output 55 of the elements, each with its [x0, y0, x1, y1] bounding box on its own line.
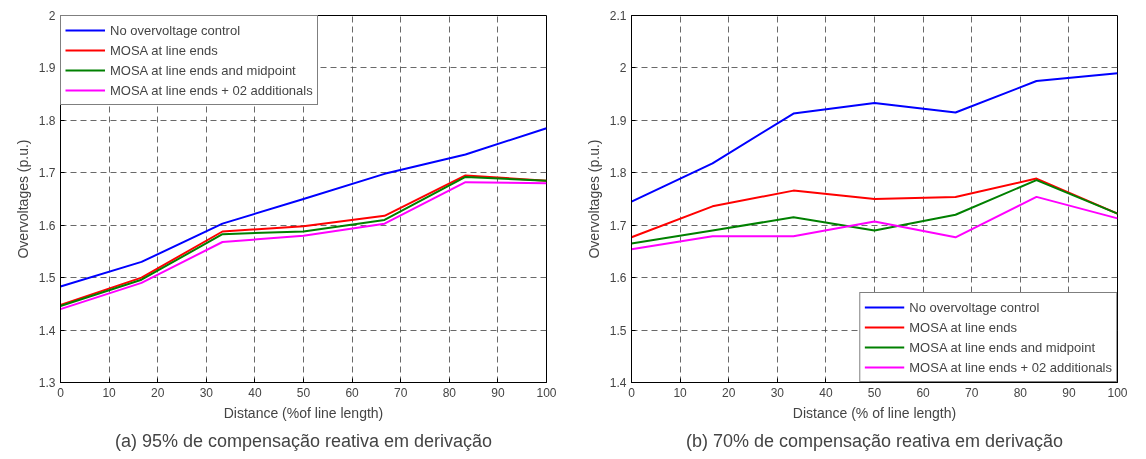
legend-label: No overvoltage control — [909, 299, 1040, 315]
x-tick-label: 90 — [491, 385, 505, 400]
y-tick-label: 1.9 — [38, 61, 56, 76]
x-tick-label: 20 — [151, 385, 165, 400]
x-tick-label: 0 — [57, 385, 65, 400]
x-tick-label: 50 — [296, 385, 311, 400]
x-tick-label: 10 — [673, 385, 688, 400]
y-tick-label: 1.7 — [609, 218, 627, 233]
legend-label: MOSA at line ends + 02 additionals — [909, 359, 1112, 375]
y-tick-label: 1.7 — [38, 166, 56, 181]
x-tick-label: 100 — [1107, 385, 1128, 400]
legend-label: No overvoltage control — [110, 22, 241, 38]
x-tick-label: 100 — [536, 385, 557, 400]
x-tick-label: 80 — [442, 385, 457, 400]
x-tick-label: 20 — [722, 385, 736, 400]
x-tick-label: 30 — [199, 385, 214, 400]
y-tick-label: 1.4 — [609, 376, 627, 390]
y-tick-label: 2.1 — [609, 9, 627, 23]
x-tick-label: 90 — [1062, 385, 1076, 400]
legend-label: MOSA at line ends and midpoint — [909, 339, 1096, 355]
x-tick-label: 40 — [819, 385, 833, 400]
x-tick-label: 40 — [248, 385, 262, 400]
x-tick-label: 70 — [394, 385, 408, 400]
legend-label: MOSA at line ends — [909, 319, 1017, 335]
x-axis-title: Distance (% of line length) — [792, 404, 957, 421]
y-tick-label: 1.8 — [38, 113, 56, 128]
x-tick-label: 0 — [628, 385, 636, 400]
line-series — [631, 72, 1118, 203]
legend-label: MOSA at line ends + 02 additionals — [110, 82, 313, 98]
line-series — [60, 127, 547, 288]
x-tick-label: 80 — [1013, 385, 1028, 400]
y-tick-label: 1.9 — [609, 113, 627, 128]
y-tick-label: 1.3 — [38, 376, 56, 390]
text: (b) 70% de compensação reativa em derivação — [685, 430, 1064, 451]
x-tick-label: 30 — [770, 385, 785, 400]
x-tick-label: 60 — [916, 385, 931, 400]
x-tick-label: 60 — [345, 385, 360, 400]
y-axis-title: Overvoltages (p.u.) — [14, 139, 31, 259]
y-tick-label: 1.5 — [38, 271, 56, 286]
y-tick-label: 1.8 — [609, 166, 627, 181]
y-tick-label: 2 — [48, 9, 56, 23]
x-axis-title: Distance (%of line length) — [223, 404, 384, 421]
y-axis-title: Overvoltages (p.u.) — [585, 139, 602, 259]
y-tick-label: 1.4 — [38, 323, 56, 338]
legend-label: MOSA at line ends — [110, 42, 218, 58]
y-tick-label: 1.6 — [38, 218, 56, 233]
line-series — [631, 195, 1118, 251]
legend-label: MOSA at line ends and midpoint — [110, 62, 296, 78]
text: (a) 95% de compensação reativa em derivação — [114, 430, 493, 451]
x-tick-label: 10 — [102, 385, 117, 400]
x-tick-label: 50 — [867, 385, 882, 400]
y-tick-label: 2 — [619, 61, 627, 76]
y-tick-label: 1.5 — [609, 323, 627, 338]
y-tick-label: 1.6 — [609, 271, 627, 286]
x-tick-label: 70 — [965, 385, 979, 400]
